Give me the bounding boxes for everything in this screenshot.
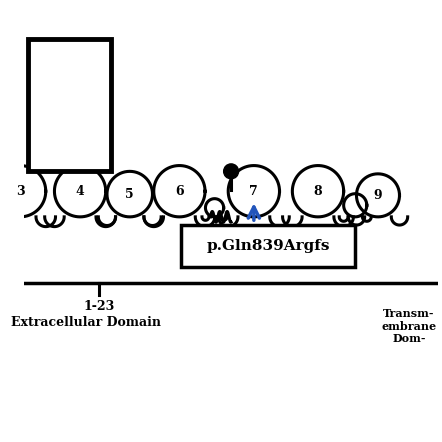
Bar (182, 225, 355, 267)
Bar (28, 39, 111, 171)
Text: Transm-
embrane
Dom-: Transm- embrane Dom- (381, 308, 437, 344)
Text: Extracellular Domain: Extracellular Domain (11, 316, 161, 329)
Text: 1-23: 1-23 (83, 300, 114, 312)
Text: 3: 3 (16, 185, 24, 198)
Text: 8: 8 (314, 185, 322, 198)
Text: p.Gln839Argfs: p.Gln839Argfs (206, 239, 330, 253)
Text: 9: 9 (373, 189, 382, 202)
Text: 6: 6 (175, 185, 184, 198)
Text: 4: 4 (76, 185, 84, 198)
Circle shape (224, 164, 239, 179)
Text: 5: 5 (126, 187, 134, 201)
Text: 7: 7 (249, 185, 258, 198)
